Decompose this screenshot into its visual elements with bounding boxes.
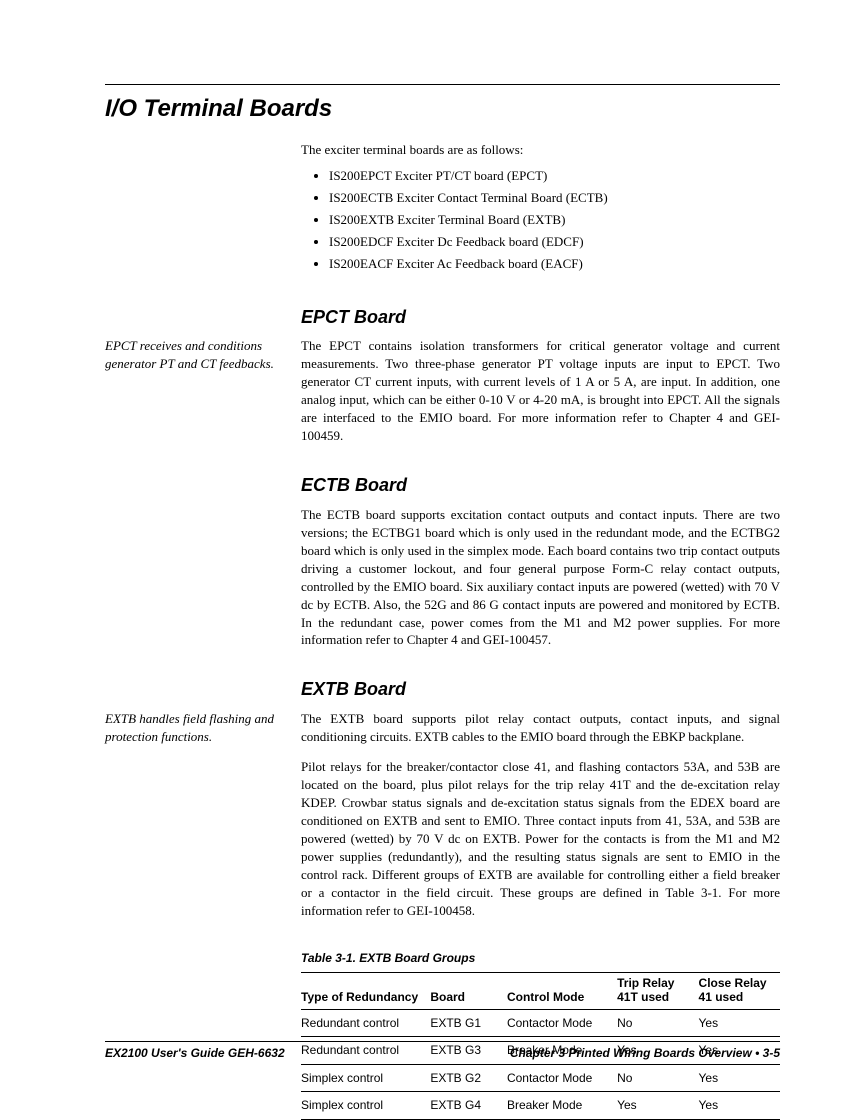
ectb-body-col: ECTB Board The ECTB board supports excit… — [301, 457, 780, 661]
td: Yes — [699, 1092, 780, 1120]
extb-body-row: EXTB handles field flashing and protecti… — [105, 710, 780, 931]
board-bullet-list: IS200EPCT Exciter PT/CT board (EPCT) IS2… — [301, 167, 780, 273]
epct-heading: EPCT Board — [301, 305, 780, 330]
td: No — [617, 1064, 698, 1092]
sidenote-empty — [105, 289, 291, 338]
bullet-item: IS200EXTB Exciter Terminal Board (EXTB) — [329, 211, 780, 229]
epct-paragraph: The EPCT contains isolation transformers… — [301, 337, 780, 445]
intro-row: The exciter terminal boards are as follo… — [105, 141, 780, 289]
page-title: I/O Terminal Boards — [105, 95, 780, 123]
td: EXTB G4 — [430, 1092, 507, 1120]
extb-paragraph-1: The EXTB board supports pilot relay cont… — [301, 710, 780, 746]
epct-body-col: The EPCT contains isolation transformers… — [301, 337, 780, 457]
ectb-sidenote-empty — [105, 457, 291, 661]
td: EXTB G2 — [430, 1064, 507, 1092]
th-redundancy: Type of Redundancy — [301, 973, 430, 1010]
intro-body: The exciter terminal boards are as follo… — [301, 141, 780, 289]
td: Simplex control — [301, 1064, 430, 1092]
sidenote-empty — [105, 661, 291, 710]
table-row: Simplex control EXTB G4 Breaker Mode Yes… — [301, 1092, 780, 1120]
th-close-relay: Close Relay 41 used — [699, 973, 780, 1010]
td: Yes — [617, 1092, 698, 1120]
epct-heading-row: EPCT Board — [105, 289, 780, 338]
top-rule — [105, 84, 780, 85]
extb-heading-row: EXTB Board — [105, 661, 780, 710]
table-sidenote-empty — [105, 932, 291, 1120]
extb-heading: EXTB Board — [301, 677, 780, 702]
bullet-item: IS200EDCF Exciter Dc Feedback board (EDC… — [329, 233, 780, 251]
bullet-item: IS200ECTB Exciter Contact Terminal Board… — [329, 189, 780, 207]
extb-sidenote: EXTB handles field flashing and protecti… — [105, 710, 291, 931]
table-caption: Table 3-1. EXTB Board Groups — [301, 950, 780, 967]
table-header-row: Type of Redundancy Board Control Mode Tr… — [301, 973, 780, 1010]
th-trip-relay: Trip Relay 41T used — [617, 973, 698, 1010]
epct-body-row: EPCT receives and conditions generator P… — [105, 337, 780, 457]
td: Yes — [699, 1009, 780, 1037]
footer-left: EX2100 User's Guide GEH-6632 — [105, 1046, 285, 1060]
td: Breaker Mode — [507, 1092, 617, 1120]
table-row: Simplex control EXTB G2 Contactor Mode N… — [301, 1064, 780, 1092]
td: Redundant control — [301, 1009, 430, 1037]
th-control-mode: Control Mode — [507, 973, 617, 1010]
td: Contactor Mode — [507, 1009, 617, 1037]
table-body: Redundant control EXTB G1 Contactor Mode… — [301, 1009, 780, 1119]
extb-heading-col: EXTB Board — [301, 661, 780, 710]
td: Simplex control — [301, 1092, 430, 1120]
td: EXTB G1 — [430, 1009, 507, 1037]
table-row: Table 3-1. EXTB Board Groups Type of Red… — [105, 932, 780, 1120]
extb-body-col: The EXTB board supports pilot relay cont… — [301, 710, 780, 931]
bullet-item: IS200EACF Exciter Ac Feedback board (EAC… — [329, 255, 780, 273]
intro-line: The exciter terminal boards are as follo… — [301, 141, 780, 159]
epct-heading-col: EPCT Board — [301, 289, 780, 338]
td: No — [617, 1009, 698, 1037]
td: Yes — [699, 1064, 780, 1092]
footer-right: Chapter 3 Printed Wiring Boards Overview… — [510, 1046, 780, 1060]
ectb-paragraph: The ECTB board supports excitation conta… — [301, 506, 780, 650]
table-row: Redundant control EXTB G1 Contactor Mode… — [301, 1009, 780, 1037]
bullet-item: IS200EPCT Exciter PT/CT board (EPCT) — [329, 167, 780, 185]
ectb-row: ECTB Board The ECTB board supports excit… — [105, 457, 780, 661]
page-footer: EX2100 User's Guide GEH-6632 Chapter 3 P… — [105, 1041, 780, 1060]
td: Contactor Mode — [507, 1064, 617, 1092]
table-col: Table 3-1. EXTB Board Groups Type of Red… — [301, 932, 780, 1120]
epct-sidenote: EPCT receives and conditions generator P… — [105, 337, 291, 457]
extb-paragraph-2: Pilot relays for the breaker/contactor c… — [301, 758, 780, 919]
th-board: Board — [430, 973, 507, 1010]
intro-sidenote-empty — [105, 141, 291, 289]
ectb-heading: ECTB Board — [301, 473, 780, 498]
